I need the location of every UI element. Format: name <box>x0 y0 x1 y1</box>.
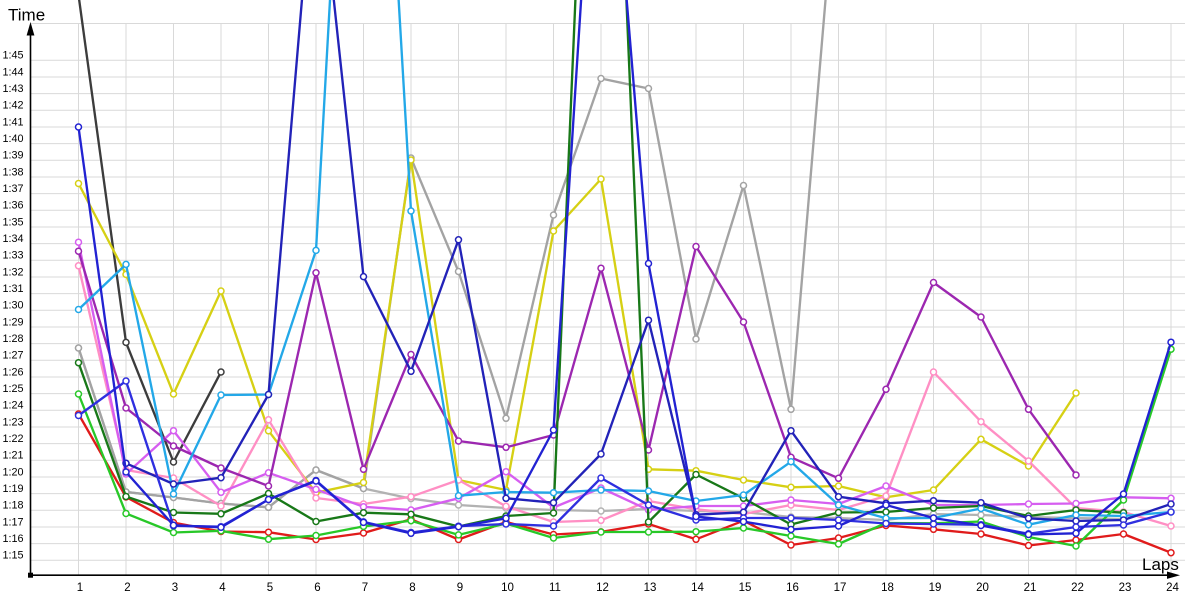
svg-text:13: 13 <box>644 582 657 594</box>
svg-text:1:30: 1:30 <box>2 300 23 312</box>
svg-text:1:22: 1:22 <box>2 433 23 445</box>
svg-text:20: 20 <box>976 582 989 594</box>
svg-text:18: 18 <box>881 582 894 594</box>
svg-text:8: 8 <box>409 582 415 594</box>
svg-text:1:34: 1:34 <box>2 233 23 245</box>
svg-text:19: 19 <box>929 582 942 594</box>
svg-text:1:27: 1:27 <box>2 350 23 362</box>
svg-text:1:37: 1:37 <box>2 183 23 195</box>
svg-text:1:31: 1:31 <box>2 283 23 295</box>
svg-text:1:24: 1:24 <box>2 400 23 412</box>
svg-text:3: 3 <box>172 582 178 594</box>
svg-text:1:29: 1:29 <box>2 316 23 328</box>
svg-text:1:41: 1:41 <box>2 116 23 128</box>
svg-text:14: 14 <box>691 582 704 594</box>
svg-text:1:25: 1:25 <box>2 383 23 395</box>
svg-text:1:18: 1:18 <box>2 500 23 512</box>
svg-text:1:23: 1:23 <box>2 416 23 428</box>
svg-text:1:19: 1:19 <box>2 483 23 495</box>
svg-text:7: 7 <box>362 582 368 594</box>
svg-text:1:42: 1:42 <box>2 100 23 112</box>
svg-text:24: 24 <box>1166 582 1179 594</box>
svg-text:5: 5 <box>267 582 273 594</box>
svg-text:17: 17 <box>834 582 847 594</box>
svg-text:9: 9 <box>457 582 463 594</box>
svg-text:11: 11 <box>549 582 561 594</box>
svg-text:1:32: 1:32 <box>2 266 23 278</box>
svg-text:12: 12 <box>596 582 609 594</box>
svg-text:1:45: 1:45 <box>2 50 23 62</box>
svg-text:1:15: 1:15 <box>2 550 23 562</box>
svg-text:15: 15 <box>739 582 752 594</box>
svg-text:10: 10 <box>501 582 514 594</box>
svg-text:1:20: 1:20 <box>2 466 23 478</box>
svg-text:1:39: 1:39 <box>2 150 23 162</box>
svg-text:1:17: 1:17 <box>2 516 23 528</box>
svg-text:21: 21 <box>1024 582 1037 594</box>
svg-text:16: 16 <box>786 582 799 594</box>
svg-text:1:40: 1:40 <box>2 133 23 145</box>
svg-text:1:26: 1:26 <box>2 366 23 378</box>
svg-text:1:43: 1:43 <box>2 83 23 95</box>
svg-text:1:38: 1:38 <box>2 166 23 178</box>
svg-text:1:44: 1:44 <box>2 66 23 78</box>
svg-text:1:35: 1:35 <box>2 216 23 228</box>
svg-text:2: 2 <box>124 582 130 594</box>
svg-text:22: 22 <box>1071 582 1084 594</box>
svg-text:4: 4 <box>219 582 226 594</box>
svg-text:1:16: 1:16 <box>2 533 23 545</box>
svg-text:1: 1 <box>77 582 83 594</box>
svg-text:1:28: 1:28 <box>2 333 23 345</box>
svg-text:23: 23 <box>1119 582 1132 594</box>
svg-text:Time: Time <box>8 6 45 25</box>
svg-text:1:33: 1:33 <box>2 250 23 262</box>
svg-text:1:36: 1:36 <box>2 200 23 212</box>
svg-text:1:21: 1:21 <box>2 450 23 462</box>
svg-text:6: 6 <box>314 582 320 594</box>
svg-text:Laps: Laps <box>1142 555 1179 574</box>
